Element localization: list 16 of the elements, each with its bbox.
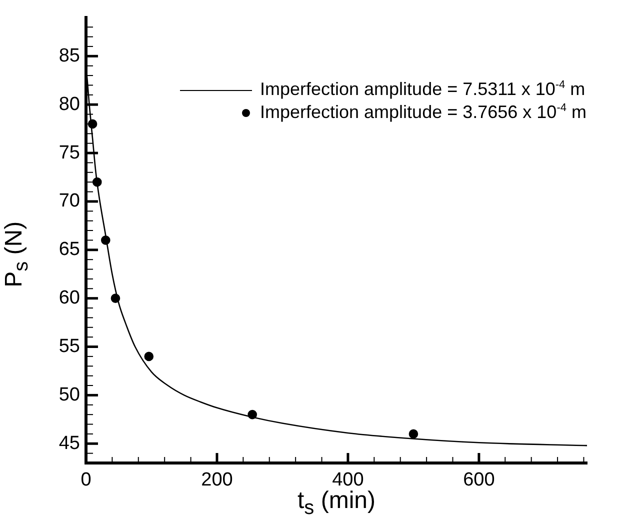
y-tick-label: 60 [58,288,80,309]
point [144,352,154,362]
y-tick-label: 75 [58,142,80,164]
y-tick-label: 80 [58,94,80,115]
legend-label: Imperfection amplitude = 7.5311 x 10$^{-4}$ m [260,79,586,100]
y-tick-label: 70 [58,190,80,212]
y-tick-label: 55 [58,336,80,357]
legend-label: Imperfection amplitude = 3.7656 x 10$^{-4}$ m [260,102,586,123]
x-tick-label: 0 [80,470,92,491]
y-tick-label: 45 [58,432,80,454]
point [408,429,418,439]
y-tick-label: 85 [58,45,80,66]
x-tick-label: 200 [201,470,233,491]
y-tick-label: 50 [58,384,80,406]
x-tick-label: 600 [463,470,495,491]
y-tick-label: 65 [58,239,80,260]
